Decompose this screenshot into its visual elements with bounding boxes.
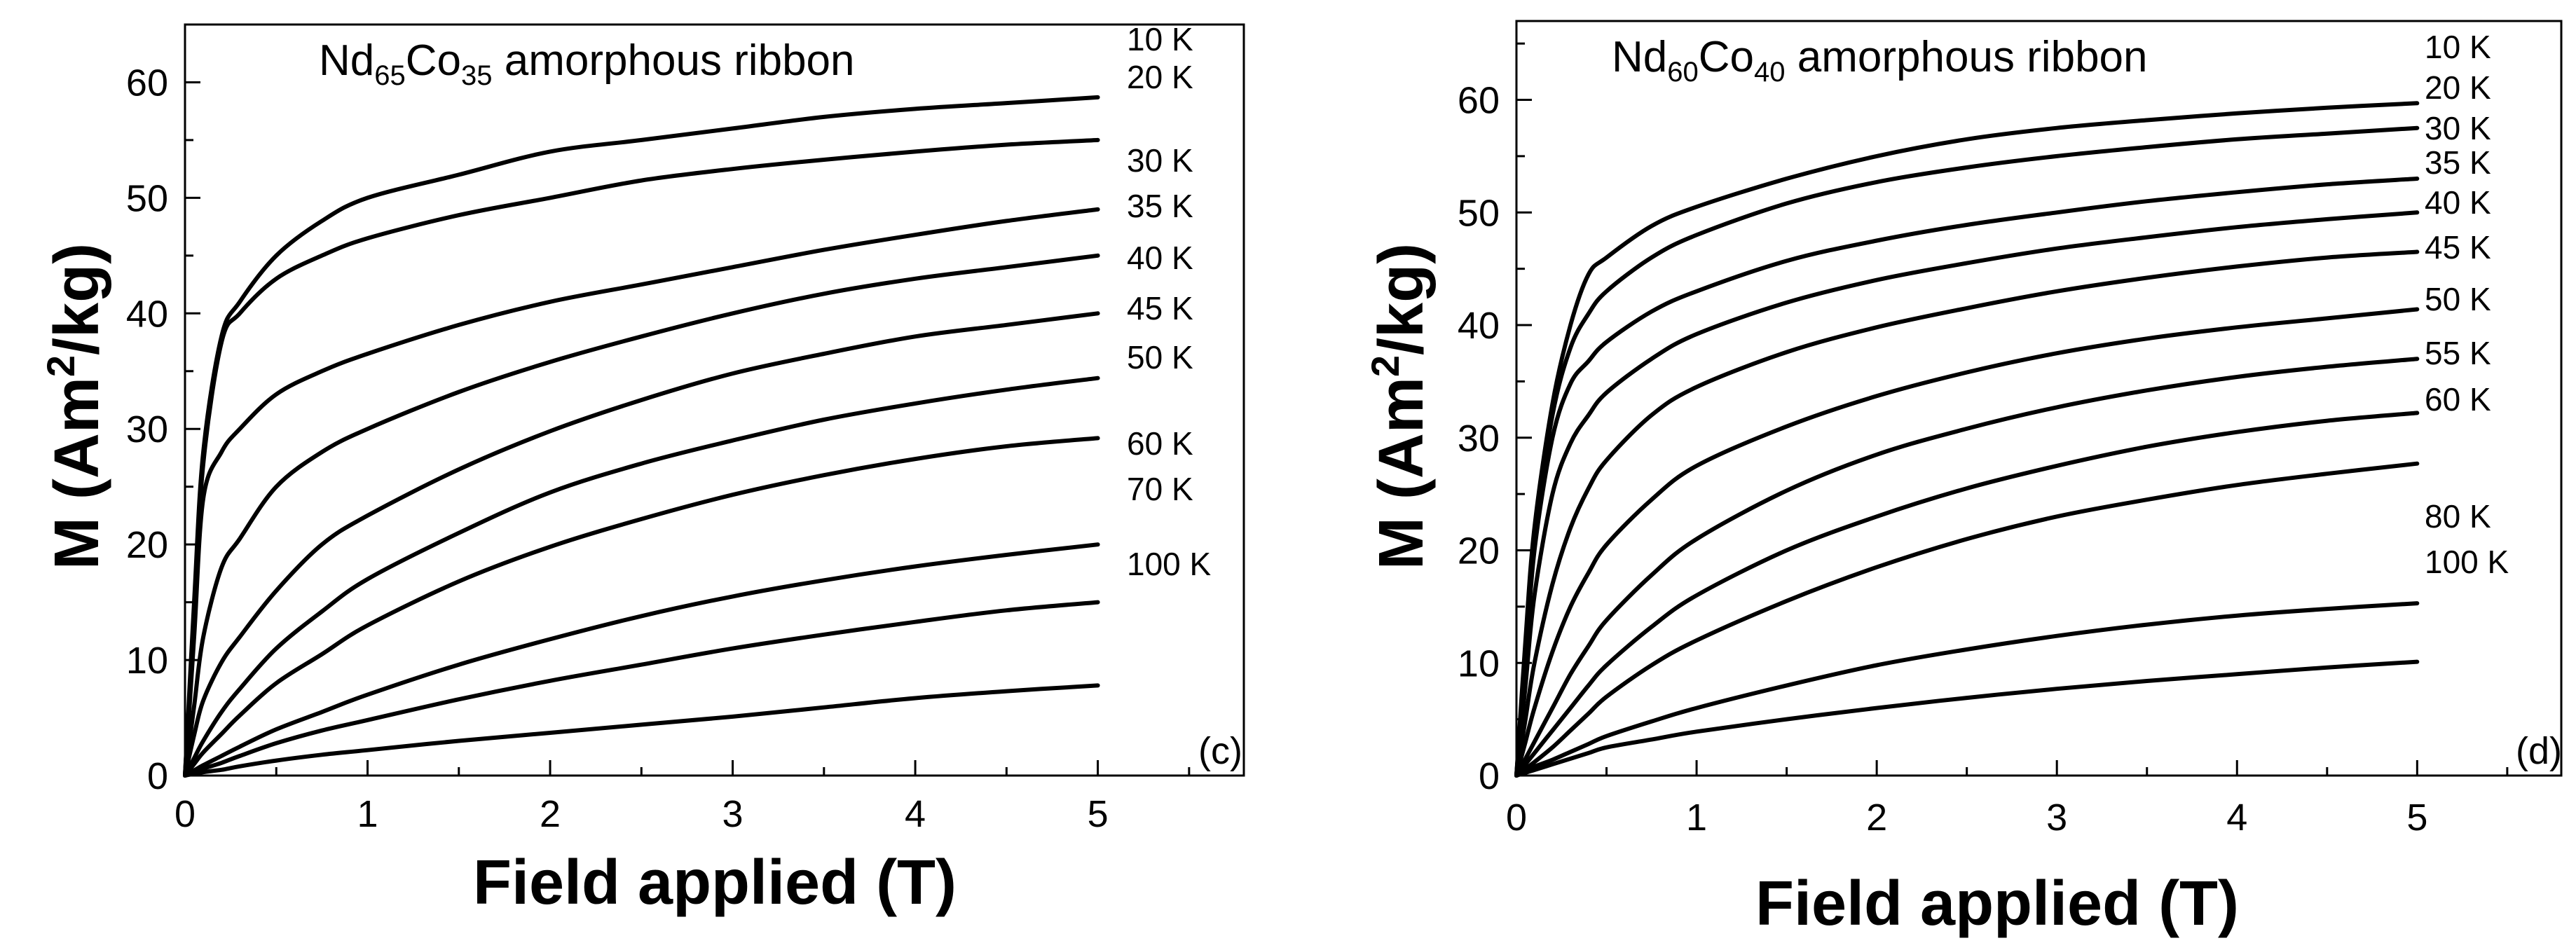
curves (183, 95, 1100, 778)
curve-40k (1514, 249, 2420, 778)
chart-title: Nd65Co35 amorphous ribbon (319, 36, 855, 91)
curve-55k (1514, 411, 2420, 778)
y-tick-label: 30 (1458, 418, 1500, 460)
curve-100k (183, 683, 1100, 778)
y-tick-label: 60 (1458, 80, 1500, 122)
x-tick-label: 1 (1686, 797, 1707, 839)
curve-20k (183, 137, 1100, 778)
curve-10k (1514, 101, 2420, 778)
y-tick-label: 60 (126, 62, 168, 104)
curve-100k (1514, 659, 2420, 778)
y-tick-label: 0 (147, 755, 168, 797)
curve-40k (183, 311, 1100, 778)
curve-35k (1514, 210, 2420, 778)
y-tick-label: 10 (126, 640, 168, 682)
x-axis-title: Field applied (T) (1755, 869, 2239, 939)
y-tick-label: 50 (126, 177, 168, 219)
y-tick-label: 40 (126, 293, 168, 335)
series-label: 10 K (1127, 21, 1193, 57)
curve-60k (183, 542, 1100, 778)
series-label: 10 K (2425, 29, 2491, 65)
curve-30k (183, 207, 1100, 778)
chart-title: Nd60Co40 amorphous ribbon (1612, 33, 2148, 88)
series-label: 40 K (2425, 184, 2491, 221)
series-label: 60 K (1127, 425, 1193, 462)
curve-45k (1514, 307, 2420, 778)
y-axis-title: M (Am2/kg) (39, 243, 112, 570)
plot-frame (1515, 20, 2563, 777)
x-tick-label: 4 (905, 793, 926, 835)
x-tick-label: 3 (2046, 797, 2067, 839)
series-label: 45 K (1127, 290, 1193, 326)
axis-ticks (184, 81, 1191, 777)
x-axis-title: Field applied (T) (473, 848, 957, 918)
series-label: 70 K (1127, 471, 1193, 507)
x-tick-label: 2 (1866, 797, 1887, 839)
y-tick-label: 40 (1458, 305, 1500, 347)
y-tick-label: 0 (1479, 755, 1500, 797)
curve-10k (183, 95, 1100, 778)
panel-tag: (d) (2516, 730, 2562, 772)
series-label: 40 K (1127, 240, 1193, 276)
curve-80k (1514, 601, 2420, 778)
curve-30k (1514, 177, 2420, 778)
series-label: 35 K (2425, 144, 2491, 181)
y-tick-label: 10 (1458, 642, 1500, 684)
series-label: 100 K (1127, 546, 1212, 582)
y-axis-title: M (Am2/kg) (1363, 243, 1437, 570)
plot-frame (184, 23, 1245, 777)
x-tick-label: 5 (2406, 797, 2427, 839)
y-tick-label: 30 (126, 408, 168, 450)
series-label: 30 K (1127, 142, 1193, 179)
y-tick-label: 20 (126, 524, 168, 566)
series-label: 20 K (1127, 59, 1193, 95)
series-label: 100 K (2425, 544, 2509, 580)
x-tick-label: 2 (540, 793, 561, 835)
x-tick-label: 5 (1088, 793, 1109, 835)
curve-35k (183, 253, 1100, 778)
series-label: 30 K (2425, 110, 2491, 146)
series-label: 50 K (2425, 281, 2491, 317)
series-labels: 10 K 20 K 30 K35 K40 K 45 K 50 K 55 K 60 K 80 K… (2425, 29, 2509, 580)
x-tick-label: 1 (357, 793, 378, 835)
series-label: 55 K (2425, 335, 2491, 371)
curve-60k (1514, 461, 2420, 778)
x-tick-label: 0 (174, 793, 196, 835)
panel-tag: (c) (1198, 730, 1242, 772)
y-tick-label: 50 (1458, 192, 1500, 234)
curve-45k (183, 376, 1100, 778)
series-label: 50 K (1127, 339, 1193, 376)
series-label: 20 K (2425, 69, 2491, 106)
curve-50k (1514, 357, 2420, 778)
series-label: 45 K (2425, 229, 2491, 266)
x-tick-label: 3 (722, 793, 744, 835)
series-labels: 10 K20 K 30 K 35 K 40 K 45 K 50 K 60 K 70 K 100 … (1127, 21, 1212, 582)
x-tick-label: 4 (2226, 797, 2247, 839)
y-tick-label: 20 (1458, 530, 1500, 572)
curve-70k (183, 600, 1100, 778)
x-tick-label: 0 (1506, 797, 1527, 839)
curves (1514, 101, 2420, 778)
series-label: 60 K (2425, 381, 2491, 418)
series-label: 35 K (1127, 188, 1193, 224)
curve-50k (183, 436, 1100, 778)
series-label: 80 K (2425, 498, 2491, 535)
